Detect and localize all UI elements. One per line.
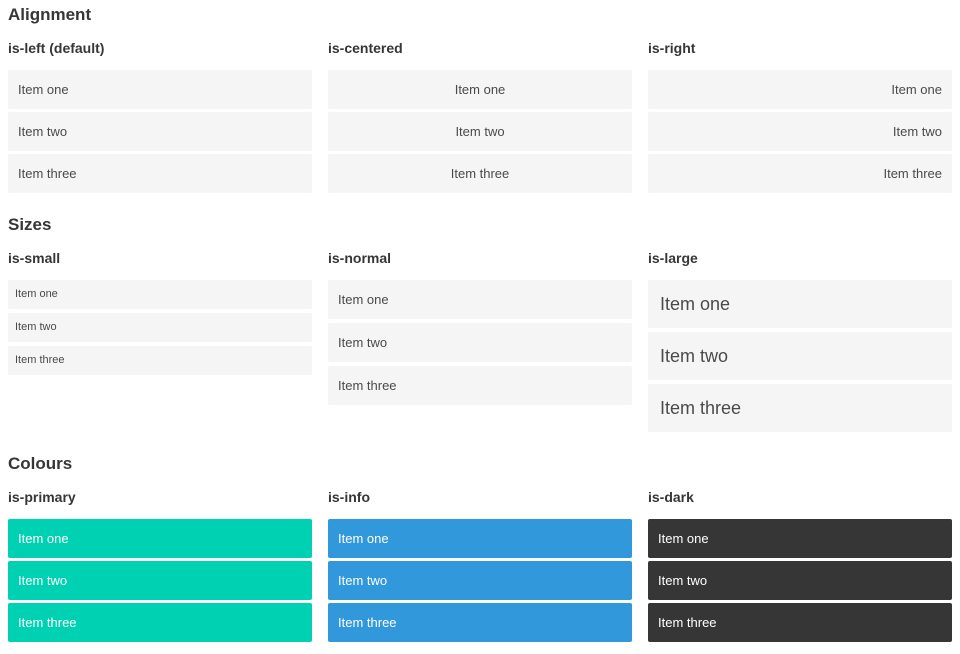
list-item: Item two <box>648 332 952 380</box>
variant-label-is-right: is-right <box>648 40 696 56</box>
list-left-aligned: Item one Item two Item three <box>8 70 312 193</box>
list-item: Item one <box>8 519 312 558</box>
variant-label-is-normal: is-normal <box>328 250 392 266</box>
list-item: Item one <box>328 280 632 319</box>
list-item: Item two <box>648 561 952 600</box>
list-item: Item one <box>328 70 632 109</box>
column-is-dark: is-dark Item one Item two Item three <box>648 489 952 642</box>
column-is-info: is-info Item one Item two Item three <box>328 489 632 642</box>
section-title-alignment: Alignment <box>8 5 92 24</box>
variant-label-is-info: is-info <box>328 489 370 505</box>
list-dark: Item one Item two Item three <box>648 519 952 642</box>
list-item: Item two <box>8 313 312 342</box>
list-item: Item one <box>328 519 632 558</box>
list-item: Item three <box>648 154 952 193</box>
list-item: Item three <box>328 154 632 193</box>
list-item: Item three <box>8 154 312 193</box>
list-item: Item one <box>8 70 312 109</box>
column-is-primary: is-primary Item one Item two Item three <box>8 489 312 642</box>
list-item: Item one <box>648 280 952 328</box>
variant-label-is-primary: is-primary <box>8 489 76 505</box>
list-normal: Item one Item two Item three <box>328 280 632 405</box>
list-item: Item three <box>648 603 952 642</box>
column-is-centered: is-centered Item one Item two Item three <box>328 40 632 193</box>
variant-label-is-large: is-large <box>648 250 698 266</box>
sizes-columns: is-small Item one Item two Item three is… <box>8 250 952 432</box>
variant-label-is-dark: is-dark <box>648 489 694 505</box>
list-item: Item two <box>328 561 632 600</box>
list-item: Item two <box>8 112 312 151</box>
list-item: Item one <box>8 280 312 309</box>
list-item: Item three <box>328 603 632 642</box>
list-item: Item two <box>8 561 312 600</box>
column-is-small: is-small Item one Item two Item three <box>8 250 312 375</box>
list-item: Item three <box>328 366 632 405</box>
column-is-large: is-large Item one Item two Item three <box>648 250 952 432</box>
list-item: Item three <box>648 384 952 432</box>
section-alignment: Alignment is-left (default) Item one Ite… <box>8 5 952 193</box>
section-sizes: Sizes is-small Item one Item two Item th… <box>8 215 952 432</box>
column-is-left: is-left (default) Item one Item two Item… <box>8 40 312 193</box>
alignment-columns: is-left (default) Item one Item two Item… <box>8 40 952 193</box>
list-center-aligned: Item one Item two Item three <box>328 70 632 193</box>
list-item: Item two <box>648 112 952 151</box>
list-item: Item three <box>8 346 312 375</box>
list-item: Item one <box>648 70 952 109</box>
list-small: Item one Item two Item three <box>8 280 312 375</box>
list-info: Item one Item two Item three <box>328 519 632 642</box>
column-is-normal: is-normal Item one Item two Item three <box>328 250 632 405</box>
list-item: Item one <box>648 519 952 558</box>
list-item: Item two <box>328 112 632 151</box>
variant-label-is-centered: is-centered <box>328 40 403 56</box>
section-colours: Colours is-primary Item one Item two Ite… <box>8 454 952 642</box>
column-is-right: is-right Item one Item two Item three <box>648 40 952 193</box>
list-item: Item three <box>8 603 312 642</box>
list-large: Item one Item two Item three <box>648 280 952 432</box>
variant-label-is-small: is-small <box>8 250 61 266</box>
section-title-colours: Colours <box>8 454 73 473</box>
colours-columns: is-primary Item one Item two Item three … <box>8 489 952 642</box>
list-right-aligned: Item one Item two Item three <box>648 70 952 193</box>
section-title-sizes: Sizes <box>8 215 52 234</box>
list-primary: Item one Item two Item three <box>8 519 312 642</box>
list-item: Item two <box>328 323 632 362</box>
variant-label-is-left: is-left (default) <box>8 40 105 56</box>
